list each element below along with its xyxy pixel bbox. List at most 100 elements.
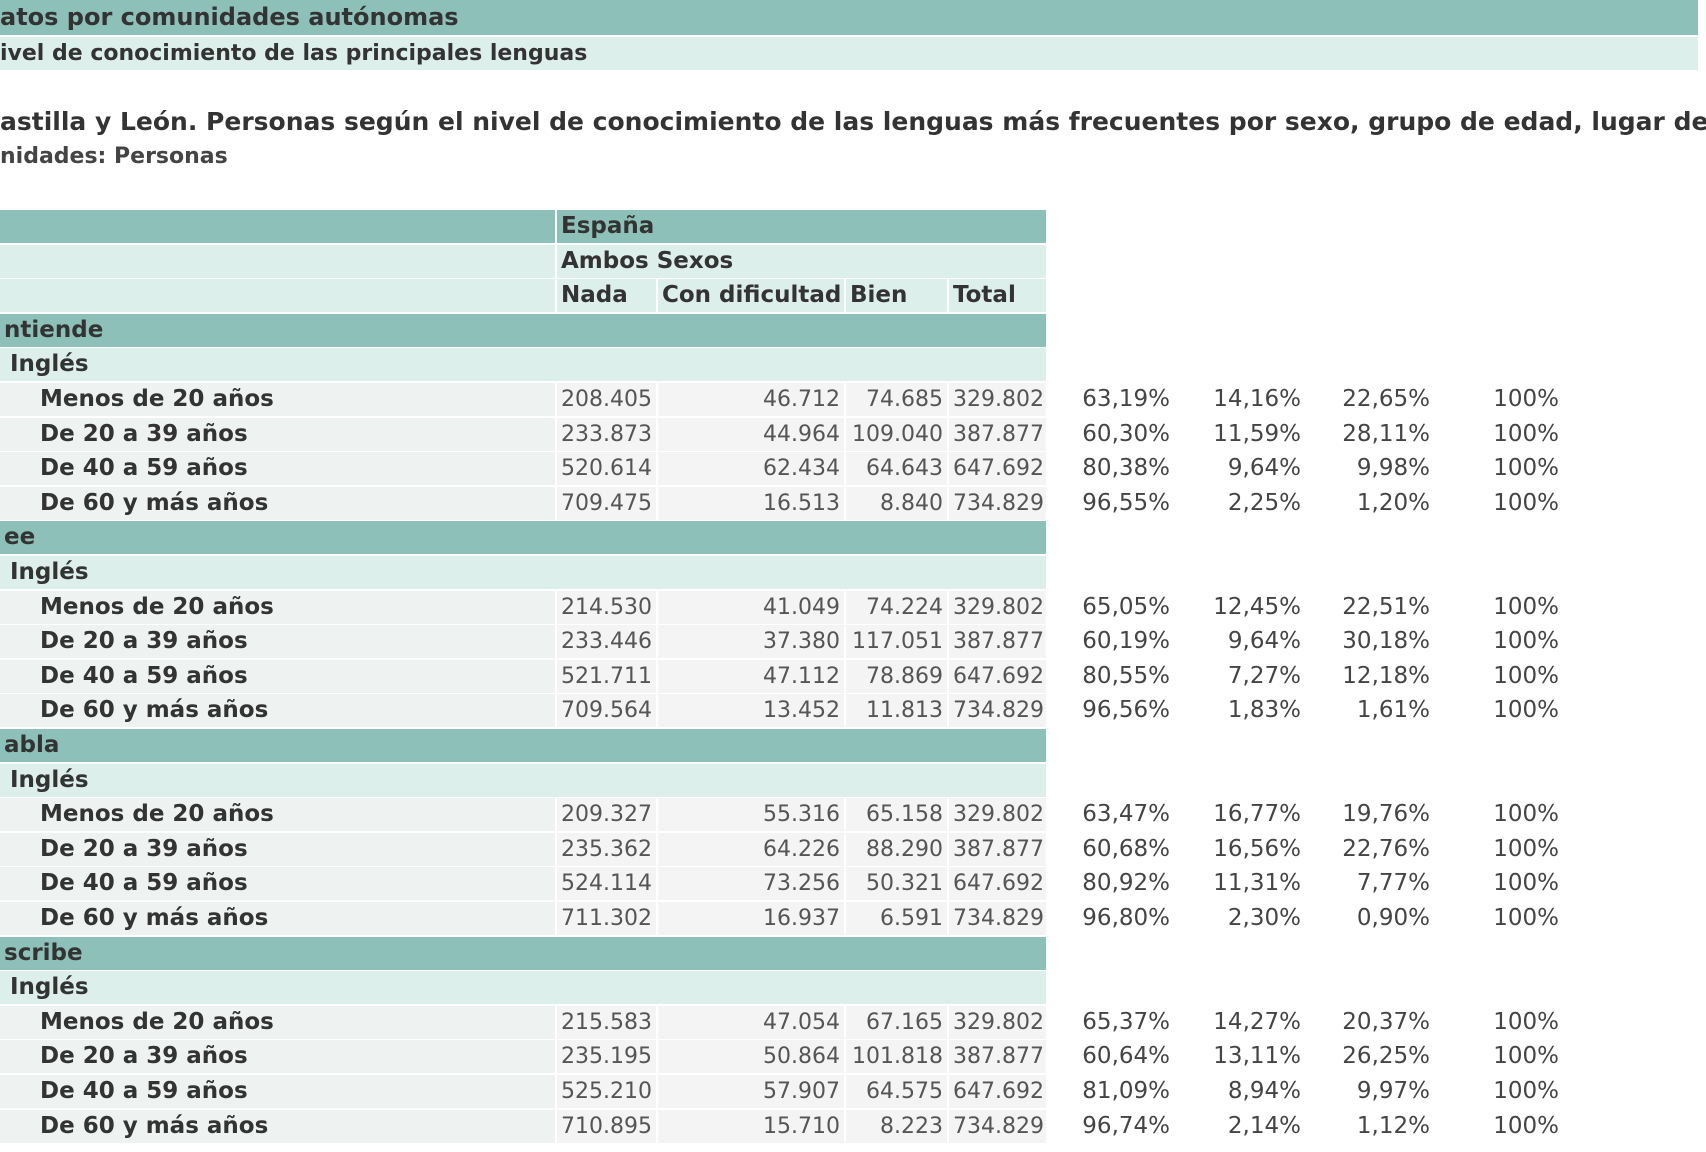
language-row: Inglés: [0, 971, 1046, 1005]
value-cell: 521.711: [557, 659, 656, 693]
percent-cell: 96,56%: [1082, 697, 1170, 724]
value-cell: 524.114: [557, 867, 656, 901]
row-label: De 60 y más años: [0, 1109, 555, 1143]
row-label: De 20 a 39 años: [0, 417, 555, 451]
value-cell: 710.895: [557, 1109, 656, 1143]
value-cell: 74.685: [846, 383, 947, 416]
percent-cell: 30,18%: [1342, 628, 1430, 655]
percent-cell: 1,20%: [1356, 489, 1430, 516]
percent-cell: 20,37%: [1342, 1008, 1430, 1035]
percent-cell: 100%: [1493, 386, 1559, 412]
percent-cell: 60,30%: [1082, 420, 1170, 447]
value-cell: 13.452: [658, 694, 844, 728]
value-cell: 387.877: [949, 1040, 1046, 1074]
level-header: Bien: [846, 279, 947, 313]
section-row: abla: [0, 729, 1046, 762]
value-cell: 329.802: [949, 590, 1046, 624]
value-cell: 209.327: [557, 798, 656, 832]
percent-cell: 2,14%: [1227, 1112, 1301, 1139]
value-cell: 65.158: [846, 798, 947, 832]
value-cell: 78.869: [846, 659, 947, 693]
value-cell: 88.290: [846, 832, 947, 866]
row-label: De 40 a 59 años: [0, 452, 555, 486]
value-cell: 709.564: [557, 694, 656, 728]
percent-cell: 9,64%: [1227, 455, 1301, 482]
percent-cell: 9,97%: [1356, 1078, 1430, 1104]
row-label: Menos de 20 años: [0, 590, 555, 624]
value-cell: 647.692: [949, 452, 1046, 486]
percent-cell: 81,09%: [1082, 1078, 1170, 1104]
level-header: Con dificultad: [658, 279, 844, 313]
table-title: astilla y León. Personas según el nivel …: [0, 107, 1706, 136]
percent-cell: 7,27%: [1227, 662, 1301, 689]
percent-cell: 14,16%: [1213, 386, 1301, 412]
percent-cell: 96,80%: [1082, 905, 1170, 931]
value-cell: 46.712: [658, 383, 844, 416]
value-cell: 55.316: [658, 798, 844, 832]
percent-cell: 63,47%: [1082, 801, 1170, 828]
percent-cell: 14,27%: [1213, 1008, 1301, 1035]
percent-cell: 1,83%: [1227, 697, 1301, 724]
value-cell: 8.223: [846, 1109, 947, 1143]
percent-cell: 100%: [1493, 1112, 1559, 1139]
row-label: Menos de 20 años: [0, 798, 555, 832]
value-cell: 387.877: [949, 832, 1046, 866]
percent-cell: 26,25%: [1342, 1043, 1430, 1070]
percent-cell: 2,30%: [1227, 905, 1301, 931]
percent-cell: 100%: [1493, 1008, 1559, 1035]
value-cell: 734.829: [949, 694, 1046, 728]
percent-cell: 12,18%: [1342, 662, 1430, 689]
percent-cell: 100%: [1493, 593, 1559, 620]
subsection-bar: ivel de conocimiento de las principales …: [0, 37, 1698, 70]
value-cell: 235.195: [557, 1040, 656, 1074]
value-cell: 387.877: [949, 417, 1046, 451]
percent-cell: 28,11%: [1342, 420, 1430, 447]
value-cell: 6.591: [846, 902, 947, 935]
percent-cell: 1,12%: [1356, 1112, 1430, 1139]
value-cell: 8.840: [846, 486, 947, 520]
units: nidades: Personas: [0, 144, 228, 169]
value-cell: 64.575: [846, 1075, 947, 1108]
percent-cell: 80,92%: [1082, 870, 1170, 897]
value-cell: 64.643: [846, 452, 947, 486]
percent-cell: 100%: [1493, 662, 1559, 689]
percent-cell: 100%: [1493, 1043, 1559, 1070]
percent-cell: 1,61%: [1356, 697, 1430, 724]
value-cell: 233.873: [557, 417, 656, 451]
value-cell: 329.802: [949, 1005, 1046, 1039]
percent-cell: 100%: [1493, 628, 1559, 655]
value-cell: 734.829: [949, 486, 1046, 520]
percent-cell: 100%: [1493, 870, 1559, 897]
level-header: Total: [949, 279, 1046, 313]
value-cell: 41.049: [658, 590, 844, 624]
header-cell: [0, 210, 555, 243]
percent-cell: 65,05%: [1082, 593, 1170, 620]
value-cell: 37.380: [658, 625, 844, 659]
percent-cell: 100%: [1493, 489, 1559, 516]
percent-cell: 80,38%: [1082, 455, 1170, 482]
section-row: ee: [0, 521, 1046, 555]
value-cell: 109.040: [846, 417, 947, 451]
sex-header: Ambos Sexos: [557, 244, 1046, 278]
row-label: De 20 a 39 años: [0, 625, 555, 659]
value-cell: 235.362: [557, 832, 656, 866]
percent-cell: 100%: [1493, 905, 1559, 931]
section-bar: atos por comunidades autónomas: [0, 0, 1698, 35]
percent-cell: 7,77%: [1356, 870, 1430, 897]
value-cell: 711.302: [557, 902, 656, 935]
value-cell: 329.802: [949, 798, 1046, 832]
percent-cell: 100%: [1493, 801, 1559, 828]
percent-cell: 11,59%: [1213, 420, 1301, 447]
value-cell: 117.051: [846, 625, 947, 659]
value-cell: 520.614: [557, 452, 656, 486]
value-cell: 67.165: [846, 1005, 947, 1039]
section-row: scribe: [0, 936, 1046, 970]
percent-cell: 19,76%: [1342, 801, 1430, 828]
percent-cell: 96,55%: [1082, 489, 1170, 516]
value-cell: 15.710: [658, 1109, 844, 1143]
value-cell: 50.864: [658, 1040, 844, 1074]
percent-cell: 11,31%: [1213, 870, 1301, 897]
value-cell: 387.877: [949, 625, 1046, 659]
percent-cell: 100%: [1493, 697, 1559, 724]
language-row: Inglés: [0, 763, 1046, 797]
